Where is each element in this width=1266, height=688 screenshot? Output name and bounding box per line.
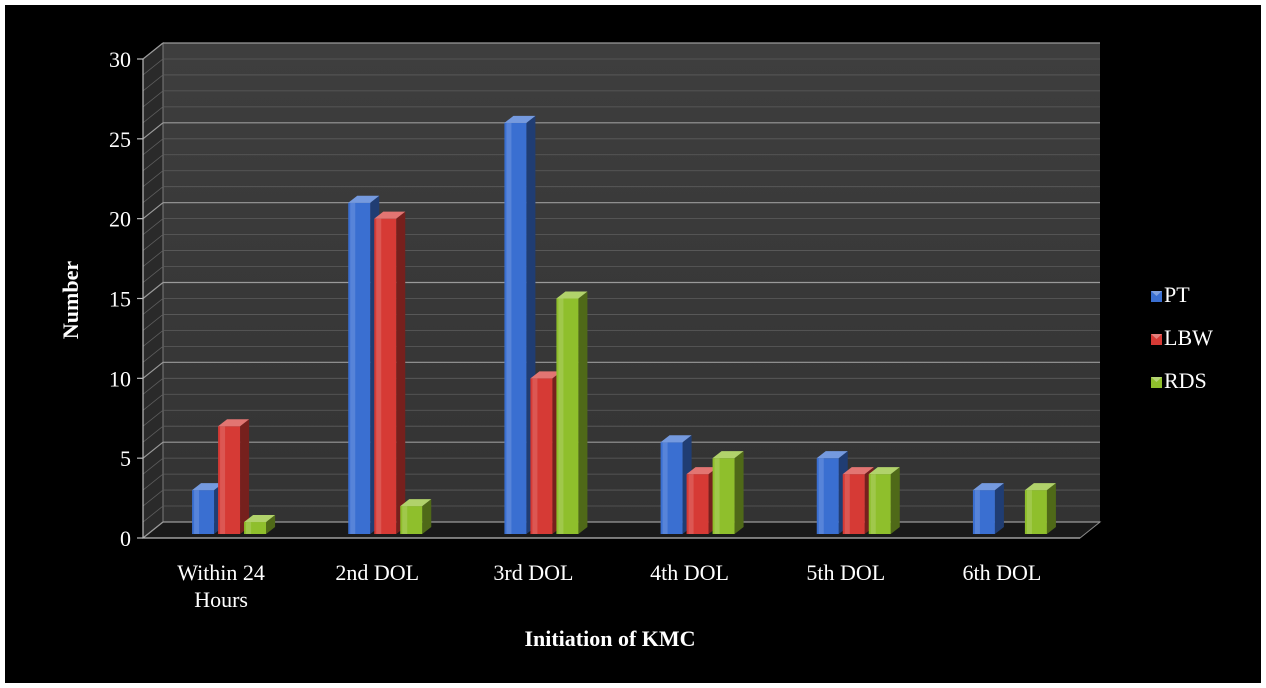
side-gridline (142, 74, 164, 92)
legend-swatch (1151, 334, 1162, 345)
chart-panel: 0 5 10 15 20 25 30 Within 24 Hours 2nd DOL 3rd DO… (5, 5, 1261, 683)
legend-label: PT (1164, 282, 1190, 307)
x-tick-label: Within 24 Hours (177, 560, 265, 612)
y-tick-label: 10 (109, 366, 131, 391)
side-gridline (142, 505, 164, 523)
side-gridline (142, 377, 164, 395)
floor (141, 521, 1102, 539)
side-gridline (142, 250, 164, 267)
side-gridline (142, 393, 164, 411)
x-axis-title: Initiation of KMC (524, 626, 695, 651)
side-gridline (142, 234, 164, 251)
side-gridline (142, 42, 164, 60)
y-tick-label: 20 (109, 207, 131, 232)
bar-rds (712, 451, 744, 534)
bar-rds (1024, 483, 1056, 534)
y-tick-label: 25 (109, 127, 131, 152)
x-category-labels: Within 24 Hours 2nd DOL 3rd DOL 4th DOL 5th D… (177, 560, 1041, 612)
gridlines (142, 42, 1100, 539)
side-gridline (142, 202, 164, 220)
legend-item-rds: RDS (1151, 368, 1207, 393)
side-gridline (142, 330, 164, 347)
legend-swatch (1151, 291, 1162, 302)
y-tick-labels: 0 5 10 15 20 25 30 (109, 47, 143, 551)
bar-pt (972, 483, 1004, 534)
side-gridline (142, 154, 164, 172)
side-gridline (142, 170, 164, 188)
bars (192, 115, 1056, 534)
side-gridline (142, 122, 164, 140)
legend-label: RDS (1164, 368, 1207, 393)
legend-label: LBW (1164, 325, 1213, 350)
bar-chart: 0 5 10 15 20 25 30 Within 24 Hours 2nd DOL 3rd DO… (58, 41, 1213, 651)
side-gridline (142, 473, 164, 491)
bar-lbw (374, 211, 406, 534)
side-gridline (142, 425, 164, 443)
y-tick-label: 0 (120, 526, 131, 551)
side-gridline (142, 314, 164, 331)
legend: PT LBW RDS (1151, 282, 1213, 393)
bar-rds (868, 467, 900, 534)
y-axis-title: Number (58, 261, 83, 339)
side-gridline (142, 90, 164, 108)
x-tick-label: 6th DOL (963, 560, 1042, 585)
side-gridline (142, 346, 164, 363)
plot-walls (141, 41, 1102, 540)
x-tick-label: 2nd DOL (335, 560, 419, 585)
x-tick-label: 4th DOL (650, 560, 729, 585)
side-gridline (142, 457, 164, 475)
y-tick-label: 15 (109, 287, 131, 312)
y-tick-label: 5 (120, 446, 131, 471)
y-tick-label: 30 (109, 47, 131, 72)
legend-item-lbw: LBW (1151, 325, 1213, 350)
side-gridline (142, 298, 164, 315)
bar-lbw (218, 419, 250, 534)
legend-item-pt: PT (1151, 282, 1190, 307)
side-gridline (142, 489, 164, 507)
side-gridline (142, 282, 164, 299)
bar-rds (400, 499, 432, 534)
x-tick-label: 5th DOL (806, 560, 885, 585)
side-gridline (142, 441, 164, 459)
legend-swatch (1151, 377, 1162, 388)
side-gridline (142, 186, 164, 204)
side-gridline (142, 266, 164, 283)
side-gridline (142, 409, 164, 427)
bar-rds (244, 515, 276, 534)
side-gridline (142, 106, 164, 124)
side-gridline (142, 58, 164, 76)
side-gridline (142, 521, 164, 539)
side-gridline (142, 138, 164, 156)
side-gridline (142, 218, 164, 235)
side-gridline (142, 361, 164, 379)
bar-rds (556, 291, 588, 534)
x-tick-label: 3rd DOL (493, 560, 573, 585)
